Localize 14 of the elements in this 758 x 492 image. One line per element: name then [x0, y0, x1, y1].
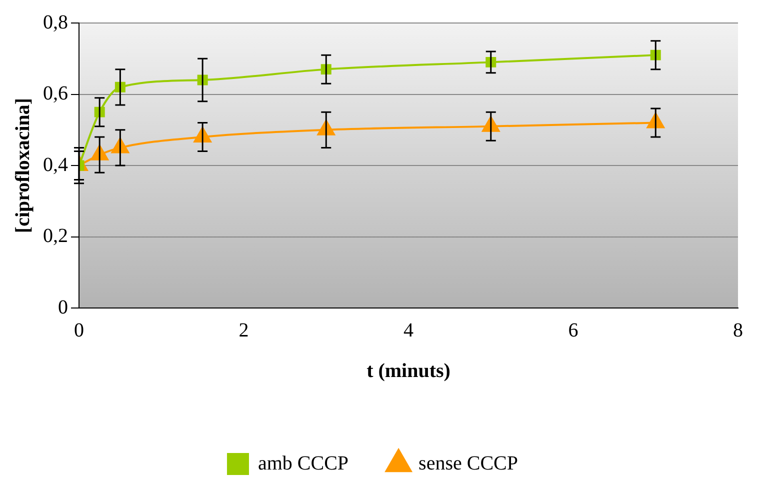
y-tick-label: 0,8: [43, 11, 68, 34]
x-tick-label: 4: [404, 319, 414, 342]
legend-label: sense CCCP: [418, 452, 518, 474]
y-axis-title: [ciprofloxacina]: [12, 98, 34, 234]
x-axis-title: t (minuts): [366, 360, 450, 382]
x-tick-label: 6: [568, 319, 578, 342]
y-tick-label: 0,6: [43, 82, 68, 104]
y-tick-label: 0: [58, 296, 68, 318]
legend-label: amb CCCP: [258, 452, 349, 474]
x-tick-label: 8: [733, 319, 743, 342]
y-tick-label: 0,2: [43, 225, 68, 247]
x-tick-label: 0: [74, 319, 84, 342]
y-tick-label: 0,4: [43, 154, 68, 176]
x-tick-label: 2: [238, 319, 249, 342]
